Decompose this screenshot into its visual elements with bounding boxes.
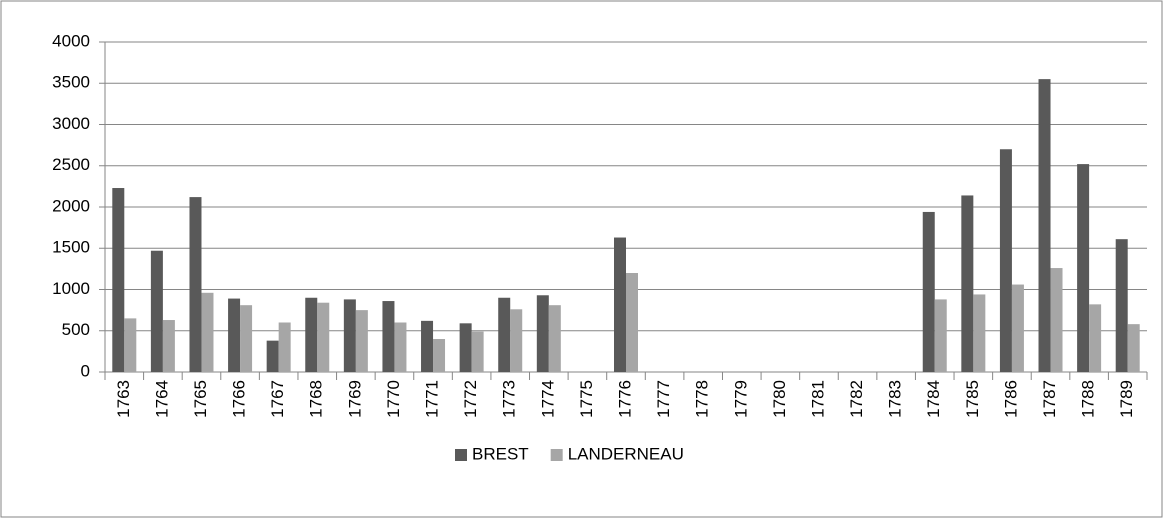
x-tick-label: 1785	[963, 380, 982, 418]
legend-label: BREST	[472, 444, 529, 463]
y-tick-label: 3500	[52, 73, 90, 92]
x-tick-label: 1782	[847, 380, 866, 418]
bar	[382, 301, 395, 372]
x-tick-label: 1768	[307, 380, 326, 418]
x-tick-label: 1788	[1079, 380, 1098, 418]
bar	[162, 320, 175, 372]
bar	[999, 149, 1012, 372]
x-tick-label: 1779	[731, 380, 750, 418]
legend-swatch	[550, 449, 563, 461]
bar	[1050, 268, 1063, 372]
x-tick-label: 1777	[654, 380, 673, 418]
bar	[614, 237, 626, 372]
x-tick-label: 1783	[886, 380, 905, 418]
x-tick-label: 1763	[114, 380, 133, 418]
x-tick-label: 1773	[500, 380, 519, 418]
y-tick-label: 1500	[52, 238, 90, 257]
bar	[471, 331, 484, 372]
y-tick-label: 2500	[52, 155, 90, 174]
bar	[266, 340, 279, 372]
bar	[278, 322, 291, 372]
x-tick-label: 1787	[1040, 380, 1059, 418]
bar	[201, 292, 214, 372]
bar	[961, 195, 974, 372]
x-tick-label: 1765	[191, 380, 210, 418]
y-tick-label: 4000	[52, 31, 90, 50]
bar	[922, 211, 935, 372]
y-tick-label: 3000	[52, 114, 90, 133]
x-tick-label: 1776	[615, 380, 634, 418]
bar	[317, 302, 330, 372]
x-tick-label: 1772	[461, 380, 480, 418]
bar	[498, 297, 511, 372]
y-tick-label: 1000	[52, 279, 90, 298]
bar	[973, 294, 986, 372]
bar	[510, 309, 523, 372]
bar	[433, 339, 446, 372]
x-tick-label: 1767	[268, 380, 287, 418]
x-tick-label: 1784	[924, 380, 943, 418]
x-tick-label: 1786	[1001, 380, 1020, 418]
x-tick-label: 1780	[770, 380, 789, 418]
bar	[112, 188, 125, 372]
bar	[305, 297, 318, 372]
x-tick-label: 1769	[345, 380, 364, 418]
x-tick-label: 1770	[384, 380, 403, 418]
legend-label: LANDERNEAU	[568, 444, 684, 463]
bar	[421, 320, 434, 372]
bar	[626, 273, 638, 372]
y-tick-label: 0	[81, 361, 90, 380]
x-tick-label: 1774	[538, 380, 557, 418]
bar	[150, 250, 163, 372]
bar	[1115, 239, 1128, 372]
bar	[189, 197, 202, 372]
bar	[355, 310, 368, 372]
bar	[1077, 164, 1090, 372]
y-tick-label: 500	[62, 320, 90, 339]
bar	[1011, 284, 1024, 372]
x-tick-label: 1766	[230, 380, 249, 418]
bar	[459, 323, 472, 372]
x-tick-label: 1789	[1117, 380, 1136, 418]
bar	[1089, 304, 1102, 372]
bar	[1127, 324, 1140, 372]
legend-swatch	[455, 449, 467, 461]
x-tick-label: 1771	[423, 380, 442, 418]
bar	[240, 305, 253, 372]
bar	[934, 299, 947, 372]
bar	[1038, 79, 1051, 372]
bar	[124, 318, 137, 372]
bar	[228, 298, 241, 372]
x-tick-label: 1764	[152, 380, 171, 418]
x-tick-label: 1775	[577, 380, 596, 418]
x-tick-label: 1778	[693, 380, 712, 418]
bar	[548, 305, 561, 372]
bar	[536, 295, 549, 372]
x-tick-label: 1781	[808, 380, 827, 418]
bar	[343, 299, 356, 372]
bar	[394, 322, 407, 372]
y-tick-label: 2000	[52, 196, 90, 215]
